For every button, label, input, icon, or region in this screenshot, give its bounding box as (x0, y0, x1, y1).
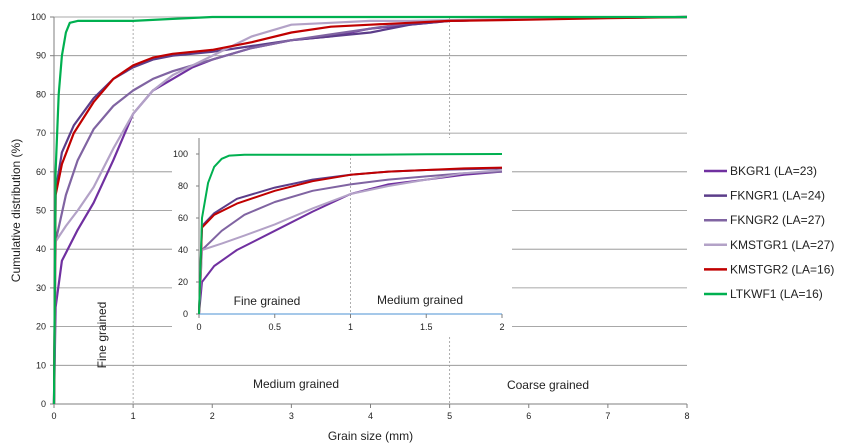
legend-entry: BKGR1 (LA=23) (704, 164, 817, 178)
main-y-tick-label: 50 (36, 206, 46, 216)
inset-background (172, 138, 512, 336)
legend-entry: KMSTGR1 (LA=27) (704, 238, 834, 252)
main-x-axis-title: Grain size (mm) (328, 429, 413, 443)
inset-y-tick-label: 100 (173, 149, 188, 159)
legend-label: BKGR1 (LA=23) (730, 164, 817, 178)
main-x-tick-label: 5 (447, 411, 452, 421)
legend-entry: FKNGR1 (LA=24) (704, 189, 825, 203)
main-x-tick-label: 8 (684, 411, 689, 421)
legend-entry: FKNGR2 (LA=27) (704, 213, 825, 227)
inset-x-tick-label: 1.5 (420, 322, 433, 332)
inset-x-tick-label: 0.5 (268, 322, 281, 332)
main-y-tick-label: 30 (36, 283, 46, 293)
inset-y-tick-label: 0 (183, 309, 188, 319)
main-y-tick-label: 100 (31, 12, 46, 22)
inset-plot-area: 0 20 40 60 80 100 0 0.5 1 1.5 2 Fine grained Medium … (173, 138, 505, 332)
main-y-tick-label: 10 (36, 360, 46, 370)
inset-series-line (198, 170, 503, 315)
legend-label: KMSTGR1 (LA=27) (730, 238, 834, 252)
legend-label: LTKWF1 (LA=16) (730, 287, 823, 301)
legend: BKGR1 (LA=23) FKNGR1 (LA=24) FKNGR2 (LA=27… (704, 164, 834, 301)
main-region-label-medium: Medium grained (253, 377, 339, 391)
inset-y-tick-label: 40 (178, 245, 188, 255)
inset-x-tick-label: 1 (348, 322, 353, 332)
main-x-tick-label: 4 (368, 411, 373, 421)
legend-label: FKNGR2 (LA=27) (730, 213, 825, 227)
legend-label: KMSTGR2 (LA=16) (730, 262, 834, 276)
legend-entry: LTKWF1 (LA=16) (704, 287, 823, 301)
main-x-tick-label: 2 (210, 411, 215, 421)
main-x-tick-label: 3 (289, 411, 294, 421)
main-y-tick-label: 0 (41, 399, 46, 409)
inset-series-line (198, 169, 503, 315)
legend-entry: KMSTGR2 (LA=16) (704, 262, 834, 276)
inset-y-tick-label: 60 (178, 213, 188, 223)
inset-x-tick-label: 0 (196, 322, 201, 332)
inset-y-tick-label: 20 (178, 277, 188, 287)
main-y-tick-label: 20 (36, 322, 46, 332)
main-region-label-coarse: Coarse grained (507, 378, 589, 392)
legend-label: FKNGR1 (LA=24) (730, 189, 825, 203)
main-x-tick-label: 1 (131, 411, 136, 421)
main-x-tick-label: 6 (526, 411, 531, 421)
main-region-label-fine: Fine grained (95, 302, 109, 369)
inset-y-tick-label: 80 (178, 181, 188, 191)
main-y-tick-label: 80 (36, 89, 46, 99)
inset-x-tick-label: 2 (499, 322, 504, 332)
main-x-tick-label: 0 (51, 411, 56, 421)
main-y-tick-label: 40 (36, 244, 46, 254)
main-y-tick-label: 70 (36, 128, 46, 138)
main-x-tick-label: 7 (605, 411, 610, 421)
inset-series-line (198, 166, 503, 315)
main-series-line (52, 15, 687, 405)
main-y-tick-label: 60 (36, 167, 46, 177)
main-y-axis-title: Cumulative distribution (%) (9, 139, 23, 282)
inset-region-label-medium: Medium grained (377, 293, 463, 307)
inset-series-line (198, 153, 503, 315)
main-series-line (52, 15, 688, 405)
main-y-tick-label: 90 (36, 51, 46, 61)
inset-region-label-fine: Fine grained (234, 294, 301, 308)
